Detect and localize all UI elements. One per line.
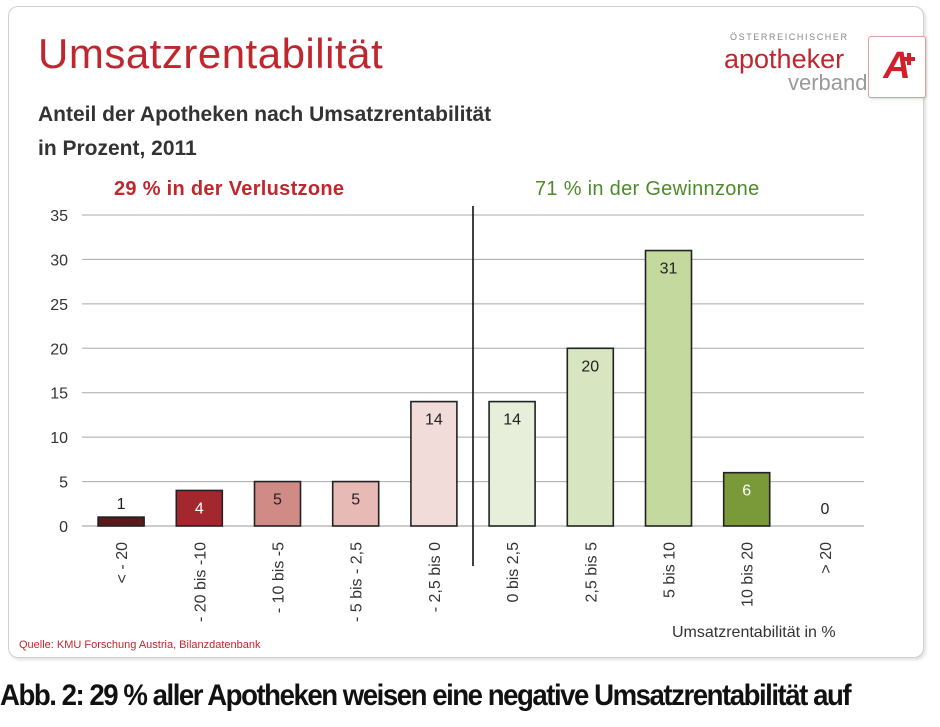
bar (566, 347, 615, 527)
x-tick-label: 2,5 bis 5 (583, 542, 600, 603)
data-label: 14 (425, 412, 443, 429)
data-label: 6 (742, 483, 751, 500)
data-label: 31 (660, 261, 678, 278)
x-tick-label: - 5 bis - 2,5 (349, 542, 366, 622)
x-tick-label: < - 20 (114, 542, 131, 583)
data-label: 14 (503, 412, 521, 429)
x-tick-label: - 10 bis -5 (271, 542, 288, 613)
bar (488, 400, 536, 527)
chart-subtitle: Anteil der Apotheken nach Umsatzrentabil… (38, 98, 491, 166)
data-label: 4 (195, 500, 204, 517)
apothekerverband-logo: ÖSTERREICHISCHER apotheker verband A (722, 30, 926, 102)
y-tick-label: 10 (50, 430, 68, 447)
figure-caption: Abb. 2: 29 % aller Apotheken weisen eine… (0, 679, 852, 712)
x-tick-label: - 2,5 bis 0 (427, 542, 444, 612)
source-note: Quelle: KMU Forschung Austria, Bilanzdat… (19, 639, 261, 651)
bar (410, 400, 458, 527)
y-tick-label: 0 (59, 519, 68, 536)
bar (253, 480, 302, 527)
data-label: 5 (351, 492, 360, 509)
bar (722, 471, 771, 527)
y-tick-label: 25 (50, 297, 68, 314)
y-tick-label: 5 (59, 475, 68, 492)
data-label: 1 (117, 496, 126, 513)
x-tick-label: 10 bis 20 (740, 542, 757, 607)
data-label: 0 (820, 501, 829, 518)
data-label: 20 (581, 358, 599, 375)
logo-sub-text: verband (788, 70, 868, 95)
bar (331, 480, 380, 527)
logo-top-text: ÖSTERREICHISCHER (730, 32, 849, 42)
logo-main-text: apotheker (724, 44, 845, 74)
bar (644, 249, 693, 527)
subtitle-line-1: Anteil der Apotheken nach Umsatzrentabil… (38, 103, 492, 126)
x-tick-label: - 20 bis -10 (192, 542, 209, 622)
x-axis-title: Umsatzrentabilität in % (672, 624, 836, 641)
loss-zone-label: 29 % in der Verlustzone (114, 178, 345, 200)
y-tick-label: 15 (50, 386, 68, 403)
gain-zone-label: 71 % in der Gewinnzone (535, 178, 760, 200)
x-tick-label: 0 bis 2,5 (505, 542, 522, 603)
subtitle-line-2: in Prozent, 2011 (38, 137, 197, 160)
cross-icon (903, 53, 915, 65)
bar (97, 516, 145, 527)
chart-card (8, 6, 924, 658)
pharmacy-a-icon: A (868, 36, 926, 98)
x-tick-label: 5 bis 10 (662, 542, 679, 598)
x-tick-label: > 20 (818, 542, 835, 574)
bar-chart: 0 5 10 15 20 25 30 35 1 < - 20 4 - 20 bis -10 5 - 10 … (50, 206, 864, 622)
y-tick-label: 20 (50, 341, 68, 358)
page-title: Umsatzrentabilität (38, 30, 384, 77)
data-label: 5 (273, 492, 282, 509)
bar (175, 489, 224, 527)
y-tick-label: 30 (50, 252, 68, 269)
logo-mark: A (883, 45, 911, 87)
y-tick-label: 35 (50, 208, 68, 225)
